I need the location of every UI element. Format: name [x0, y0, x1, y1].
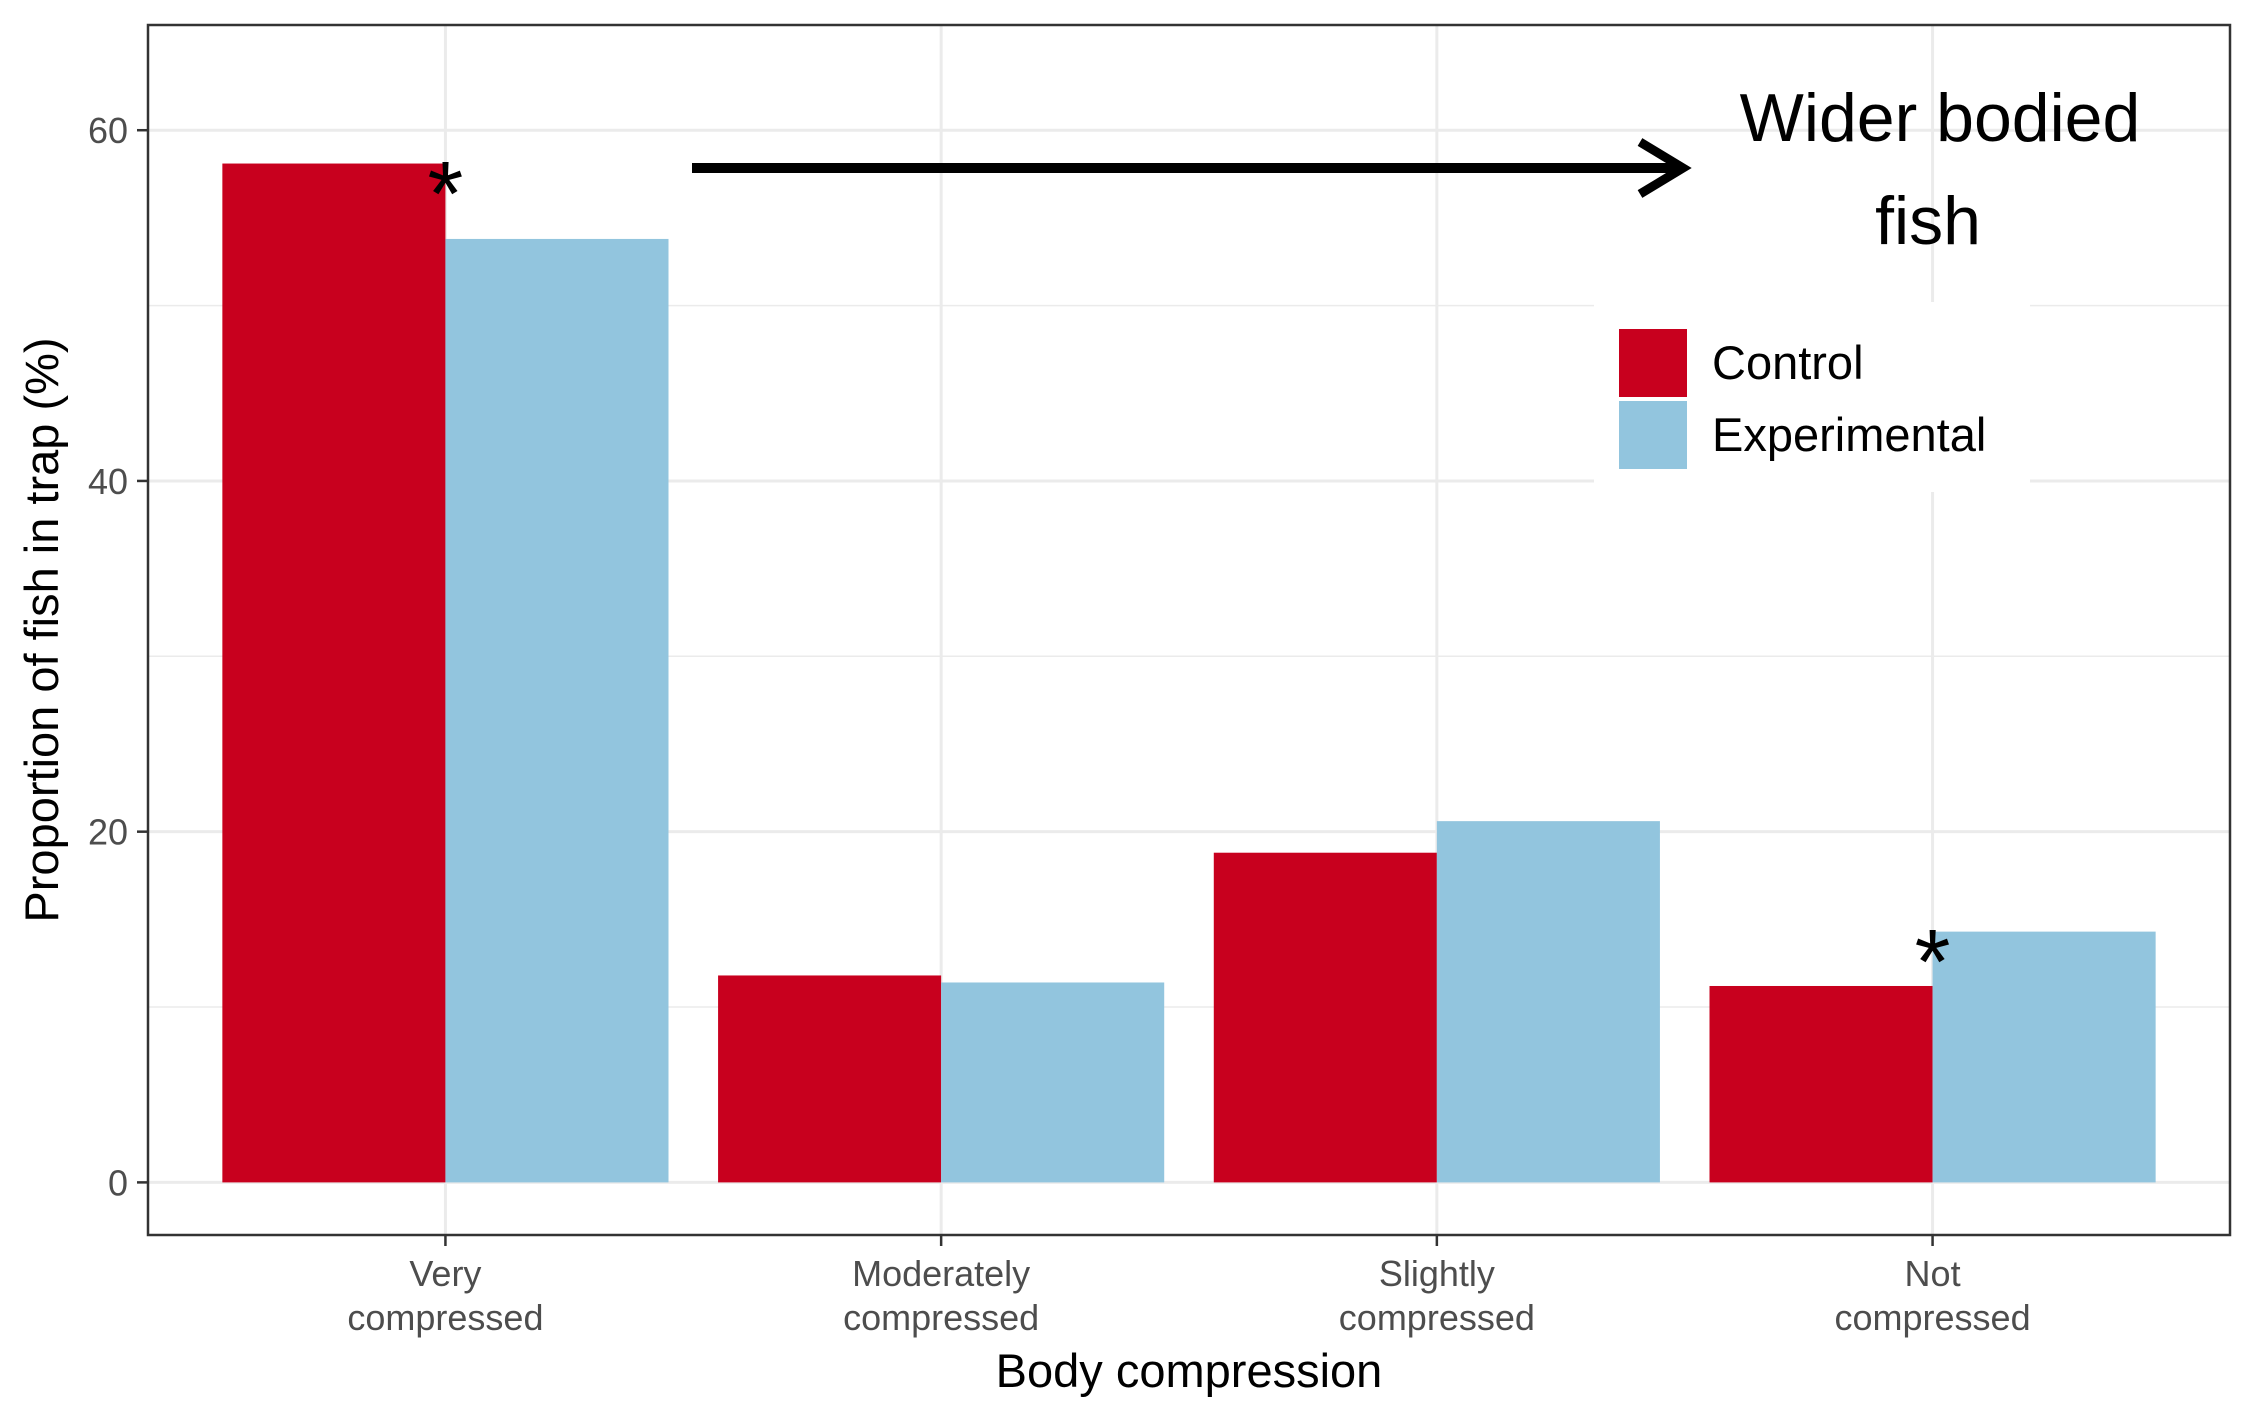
legend-label-experimental: Experimental	[1712, 408, 1986, 461]
bar-control-1	[718, 975, 942, 1183]
arrow-label-line-2: fish	[1875, 183, 1981, 259]
axes: 0 20 40 60 Very compressed Moderately compresse…	[88, 110, 2031, 1338]
x-tick-label: Very compressed	[347, 1253, 543, 1338]
y-axis-title: Proportion of fish in trap (%)	[15, 337, 68, 922]
y-tick-label: 60	[88, 110, 128, 151]
x-tick-label: Slightly compressed	[1339, 1253, 1535, 1338]
legend-label-control: Control	[1712, 336, 1864, 389]
bars	[222, 163, 2156, 1183]
wider-bodied-arrow: Wider bodied fish	[692, 80, 2140, 259]
legend: Control Experimental	[1594, 302, 2030, 492]
y-tick-label: 20	[88, 812, 128, 853]
bar-experimental-1	[941, 982, 1165, 1183]
bar-control-0	[222, 163, 446, 1183]
arrow-head	[1637, 138, 1692, 198]
bar-control-2	[1213, 852, 1437, 1183]
arrow-label-line-1: Wider bodied	[1740, 80, 2141, 156]
significance-marker: *	[1915, 912, 1951, 1014]
y-tick-label: 0	[108, 1162, 128, 1203]
bar-experimental-3	[1932, 931, 2156, 1183]
panel-border	[146, 23, 2232, 1237]
y-tick-label: 40	[88, 461, 128, 502]
bar-experimental-0	[445, 238, 669, 1183]
x-tick-label: Not compressed	[1835, 1253, 2031, 1338]
legend-swatch-experimental	[1619, 401, 1687, 469]
significance-marker: *	[428, 144, 464, 246]
x-axis-title: Body compression	[996, 1344, 1383, 1397]
bar-control-3	[1709, 985, 1933, 1183]
legend-swatch-control	[1619, 329, 1687, 397]
bar-experimental-2	[1436, 821, 1660, 1183]
x-tick-label: Moderately compressed	[843, 1253, 1039, 1338]
